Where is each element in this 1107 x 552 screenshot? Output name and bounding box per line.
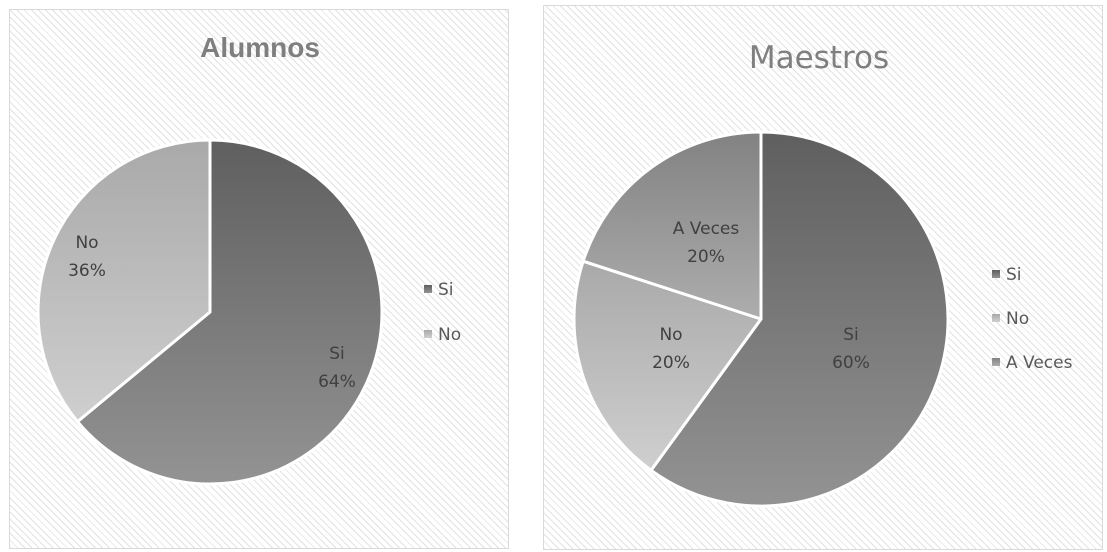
chart-title: Alumnos xyxy=(200,32,320,63)
chart-title: Maestros xyxy=(749,40,889,76)
data-label-si-percent: 60% xyxy=(832,353,870,373)
pie-slice-no xyxy=(36,138,212,424)
legend-item-si: Si xyxy=(1006,265,1022,285)
legend-item-a-veces: A Veces xyxy=(1006,353,1073,373)
legend-item-no: No xyxy=(1006,309,1029,329)
chart-maestros: Maestros Si 60% No 20% A Veces 20% Si No… xyxy=(543,5,1103,550)
pie-slice-a-veces xyxy=(581,130,763,321)
data-label-si-name: Si xyxy=(843,325,859,345)
pie-svg-maestros: Maestros Si 60% No 20% A Veces 20% Si No… xyxy=(572,40,1073,508)
chart-alumnos: Alumnos Si 64% No 36% Si No xyxy=(9,9,509,549)
pie-slice-si xyxy=(649,130,950,508)
data-label-no-percent: 20% xyxy=(652,353,690,373)
legend: Si No A Veces xyxy=(992,265,1073,373)
legend-swatch-no xyxy=(424,330,432,338)
legend-item-no: No xyxy=(438,325,461,345)
legend-swatch-no xyxy=(992,314,1000,322)
legend-swatch-si xyxy=(424,285,432,293)
pie-slices xyxy=(572,130,950,508)
data-label-si-percent: 64% xyxy=(318,372,356,392)
data-label-no-percent: 36% xyxy=(68,261,106,281)
pie-svg-alumnos: Alumnos Si 64% No 36% Si No xyxy=(36,32,461,486)
legend-swatch-a-veces xyxy=(992,358,1000,366)
pie-slice-no xyxy=(572,259,763,472)
data-label-a-veces-name: A Veces xyxy=(673,219,740,239)
pie-slices xyxy=(36,138,384,486)
legend: Si No xyxy=(424,280,461,345)
legend-item-si: Si xyxy=(438,280,454,300)
data-label-a-veces-percent: 20% xyxy=(687,247,725,267)
data-label-no-name: No xyxy=(75,233,98,253)
data-label-si-name: Si xyxy=(329,344,345,364)
data-label-no-name: No xyxy=(659,325,682,345)
pie-slice-si xyxy=(75,138,384,486)
legend-swatch-si xyxy=(992,270,1000,278)
